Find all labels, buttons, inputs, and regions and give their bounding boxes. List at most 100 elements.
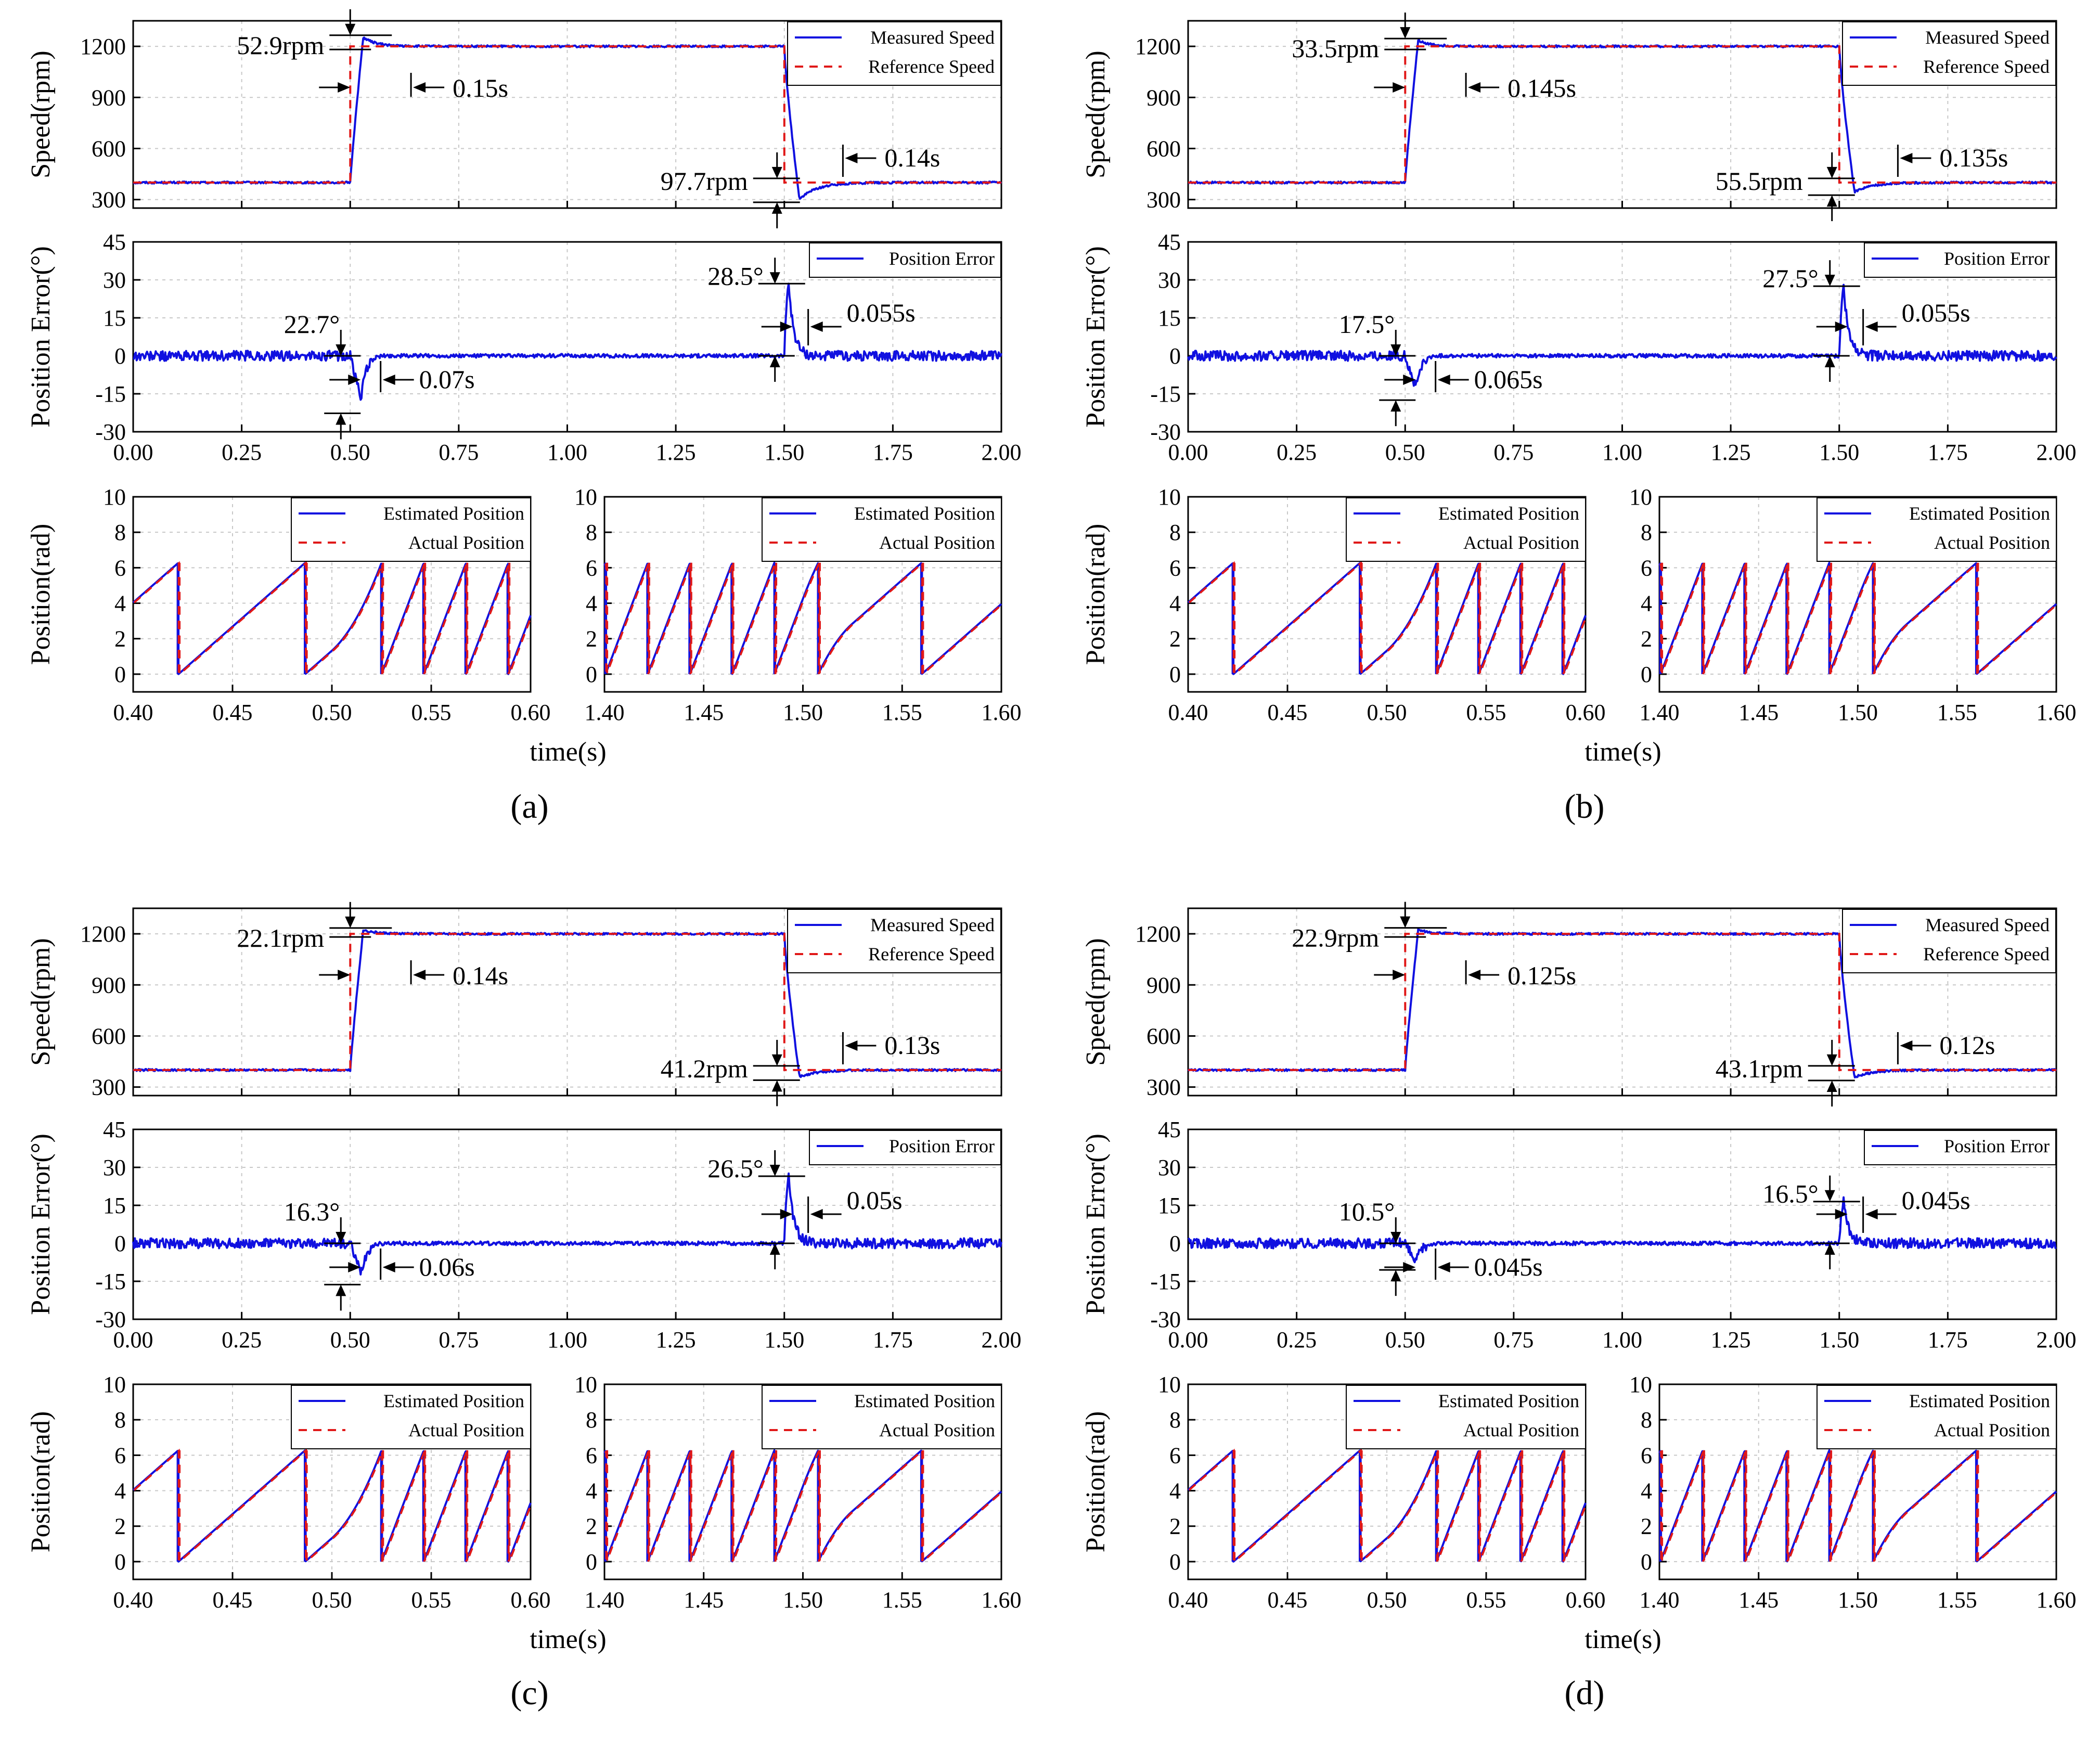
error-ylabel: Position Error(°) [26, 246, 56, 428]
pos-right-ytick-label-5: 10 [574, 484, 597, 510]
pos-left-ytick-label-0: 0 [114, 662, 126, 687]
pos-right-xtick-label-3: 1.55 [882, 1587, 922, 1613]
pos-left-xtick-label-4: 0.60 [511, 1587, 551, 1613]
errneg-arrow-bottom-head [1390, 400, 1401, 412]
error-ytick-label-1: -15 [95, 381, 126, 407]
error-xtick-label-3: 0.75 [1493, 1327, 1534, 1353]
errneg-time-arrow-head [382, 1262, 395, 1272]
error-xtick-label-5: 1.25 [656, 1327, 696, 1353]
speed-legend-box [1842, 21, 2056, 86]
pos-left-xtick-label-0: 0.40 [1168, 700, 1208, 725]
pos-right-legend-label-1: Actual Position [879, 1420, 995, 1440]
error-xtick-label-8: 2.00 [982, 1327, 1022, 1353]
position-ylabel: Position(rad) [26, 1411, 56, 1553]
errneg-arrow-bottom-head [336, 1284, 346, 1296]
errpos-time-arrow-in-head [780, 1209, 793, 1219]
pos-right-xtick-label-3: 1.55 [1937, 1587, 1977, 1613]
pos-left-ytick-label-3: 6 [114, 555, 126, 581]
speed-ytick-label-0: 300 [1146, 187, 1181, 213]
pos-right-ytick-label-4: 8 [1641, 1407, 1652, 1433]
speed-ytick-label-2: 900 [92, 972, 126, 998]
error-xtick-label-1: 0.25 [1277, 440, 1317, 465]
time-xlabel: time(s) [530, 737, 606, 767]
speed-ylabel: Speed(rpm) [26, 50, 56, 178]
speed-legend-label-0: Measured Speed [1925, 915, 2050, 935]
pos-right-ytick-label-5: 10 [1629, 484, 1652, 510]
errneg-time-label: 0.065s [1474, 365, 1543, 394]
speed-legend-box [1842, 909, 2056, 973]
speed-ylabel: Speed(rpm) [1081, 938, 1111, 1065]
error-ytick-label-1: -15 [95, 1269, 126, 1294]
speed-legend-box [787, 21, 1001, 86]
settle-up-arrow-head [413, 82, 426, 93]
errneg-arrow-bottom-head [336, 413, 346, 425]
speed-ytick-label-1: 600 [1146, 136, 1181, 161]
pos-right-xtick-label-1: 1.45 [684, 700, 724, 725]
error-legend-box [809, 242, 1001, 278]
speed-legend-box [787, 909, 1001, 973]
undershoot-label: 55.5rpm [1716, 166, 1803, 196]
errneg-time-label: 0.06s [419, 1252, 475, 1281]
pos-left-xtick-label-1: 0.45 [213, 1587, 253, 1613]
error-xtick-label-3: 0.75 [439, 1327, 479, 1353]
undershoot-arrow-top-head [771, 166, 782, 178]
error-xtick-label-4: 1.00 [1602, 1327, 1642, 1353]
error-xtick-label-6: 1.50 [764, 1327, 804, 1353]
errpos-arrow-bottom-head [1824, 356, 1835, 367]
error-xtick-label-6: 1.50 [1819, 1327, 1859, 1353]
pos-left-ytick-label-2: 4 [1169, 1478, 1181, 1504]
error-xtick-label-8: 2.00 [2037, 440, 2077, 465]
error-ytick-label-0: -30 [1150, 419, 1181, 445]
pos-right-legend-label-0: Estimated Position [1909, 503, 2050, 524]
speed-legend-label-1: Reference Speed [868, 944, 995, 964]
speed-frame [132, 20, 1002, 209]
error-xtick-label-3: 0.75 [1493, 440, 1534, 465]
pos-right-ytick-label-0: 0 [1641, 1549, 1652, 1575]
error-xtick-label-7: 1.75 [873, 1327, 913, 1353]
undershoot-label: 97.7rpm [661, 166, 748, 196]
settle-down-arrow-head [845, 1040, 858, 1051]
pos-right-xtick-label-2: 1.50 [1838, 700, 1878, 725]
speed-legend-label-0: Measured Speed [870, 27, 995, 48]
errpos-time-arrow-head [810, 1209, 823, 1219]
error-xtick-label-0: 0.00 [1168, 1327, 1208, 1353]
speed-ylabel: Speed(rpm) [26, 938, 56, 1065]
errneg-label: 16.3° [284, 1197, 340, 1226]
error-ytick-label-3: 15 [1158, 305, 1181, 331]
settle-down-label: 0.14s [884, 143, 940, 172]
pos-right-legend-box [1816, 497, 2057, 562]
errneg-time-arrow-in-head [348, 375, 361, 385]
errpos-time-arrow-in-head [1835, 1209, 1848, 1219]
settle-up-arrow-head [413, 970, 426, 980]
pos-right-legend-box [762, 1385, 1002, 1449]
pos-left-legend-label-1: Actual Position [1463, 532, 1579, 553]
errpos-arrow-bottom-head [769, 356, 780, 367]
overshoot-arrow-top-head [1400, 916, 1411, 928]
pos-right-xtick-label-4: 1.60 [982, 1587, 1022, 1613]
pos-right-ytick-label-1: 2 [1641, 1514, 1652, 1539]
pos-left-xtick-label-2: 0.50 [312, 700, 352, 725]
speed-reference-line [1188, 933, 2056, 1071]
pos-right-legend-label-1: Actual Position [1934, 1420, 2050, 1440]
error-legend-label-0: Position Error [1944, 1136, 2050, 1156]
pos-left-ytick-label-5: 10 [103, 484, 126, 510]
pos-left-xtick-label-4: 0.60 [511, 700, 551, 725]
pos-left-legend-box [1346, 497, 1586, 562]
errpos-time-arrow-in-head [1835, 321, 1848, 332]
pos-left-ytick-label-2: 4 [114, 1478, 126, 1504]
overshoot-arrow-side-head [1393, 970, 1406, 980]
pos-right-ytick-label-5: 10 [574, 1372, 597, 1397]
pos-right-ytick-label-1: 2 [586, 1514, 597, 1539]
pos-right-ytick-label-0: 0 [586, 662, 597, 687]
errpos-time-arrow-head [1865, 321, 1878, 332]
error-xtick-label-1: 0.25 [222, 1327, 262, 1353]
pos-left-xtick-label-0: 0.40 [113, 700, 153, 725]
undershoot-arrow-bottom-head [1826, 195, 1837, 207]
errpos-arrow-top-head [769, 1165, 780, 1177]
error-xtick-label-6: 1.50 [764, 440, 804, 465]
error-ytick-label-5: 45 [1158, 229, 1181, 255]
speed-legend-label-1: Reference Speed [868, 56, 995, 77]
error-xtick-label-0: 0.00 [113, 1327, 153, 1353]
